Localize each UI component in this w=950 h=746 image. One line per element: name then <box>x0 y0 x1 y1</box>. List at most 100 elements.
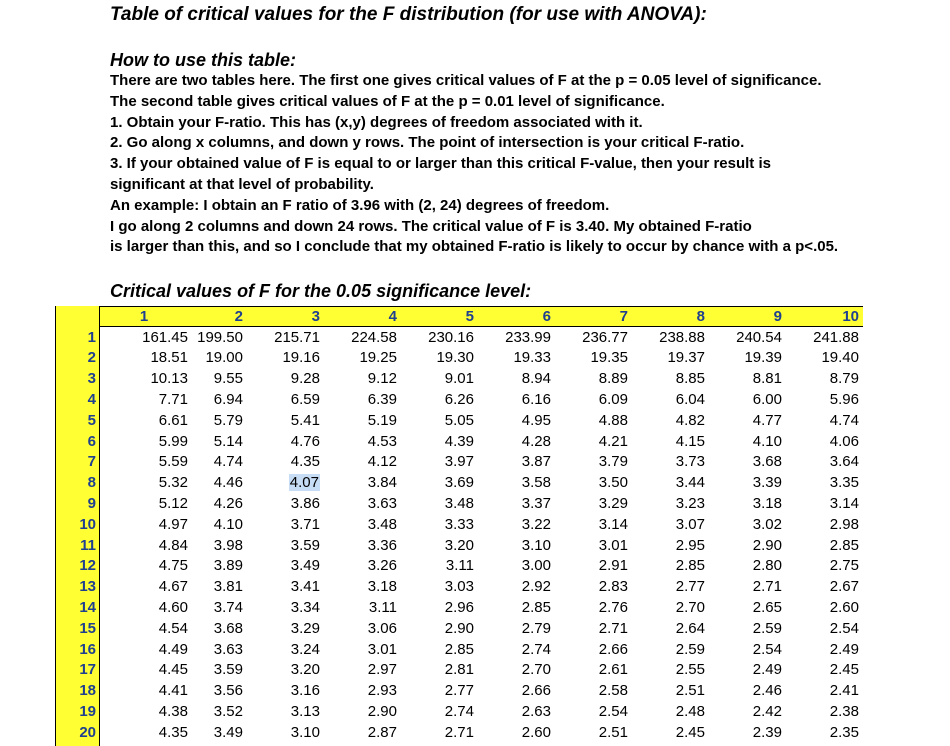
cell-value: 2.54 <box>829 619 859 637</box>
cell-value: 2.91 <box>598 557 628 575</box>
cell-value: 3.36 <box>367 536 397 554</box>
row-header: 11 <box>80 536 96 554</box>
table-cell: 3.11 <box>401 556 478 577</box>
table-cell: 3.73 <box>632 452 709 473</box>
table-cell: 9.12 <box>324 369 401 390</box>
table-cell: 5.19 <box>324 411 401 432</box>
cell-value: 3.18 <box>367 578 397 596</box>
cell-value: 3.26 <box>367 557 397 575</box>
table-cell: 2.71 <box>401 723 478 744</box>
cell-value: 2.39 <box>752 723 782 741</box>
table-cell: 4.54 <box>100 619 192 640</box>
table-cell: 5.79 <box>192 411 247 432</box>
cell-value: 2.49 <box>752 661 782 679</box>
table-cell: 3.20 <box>401 536 478 557</box>
cell-value: 2.74 <box>444 702 474 720</box>
table-cell: 2.49 <box>709 660 786 681</box>
cell-value: 18.51 <box>150 349 188 367</box>
table-cell: 2.92 <box>478 577 555 598</box>
cell-value: 4.84 <box>158 536 188 554</box>
table-cell: 3.39 <box>709 473 786 494</box>
row-header: 19 <box>79 702 96 720</box>
cell-value: 3.69 <box>444 474 474 492</box>
table-cell: 3.81 <box>192 577 247 598</box>
cell-value: 2.71 <box>598 619 628 637</box>
cell-value: 3.64 <box>829 453 859 471</box>
table-cell: 4.67 <box>100 577 192 598</box>
cell-value: 9.28 <box>290 370 320 388</box>
cell-value: 4.45 <box>158 661 188 679</box>
table-cell: 3.02 <box>709 515 786 536</box>
cell-value: 2.75 <box>829 557 859 575</box>
table-cell: 3.00 <box>478 556 555 577</box>
table-cell: 3.20 <box>247 660 324 681</box>
table-cell: 4.53 <box>324 432 401 453</box>
cell-value: 3.87 <box>521 453 551 471</box>
table-cell: 19.39 <box>709 348 786 369</box>
cell-value: 3.49 <box>290 557 320 575</box>
table-cell: 3.23 <box>632 494 709 515</box>
table-cell: 19.25 <box>324 348 401 369</box>
cell-value: 2.66 <box>521 682 551 700</box>
cell-value: 2.64 <box>675 619 705 637</box>
table-cell: 5.12 <box>100 494 192 515</box>
table-cell: 5.99 <box>100 432 192 453</box>
table-cell: 3.97 <box>401 452 478 473</box>
cell-value: 2.93 <box>367 682 397 700</box>
row-header: 20 <box>79 723 96 741</box>
cell-value: 4.54 <box>158 619 188 637</box>
table-cell: 6.59 <box>247 390 324 411</box>
cell-value: 3.39 <box>752 474 782 492</box>
instructions-heading: How to use this table: <box>110 50 297 70</box>
instruction-line: 2. Go along x columns, and down y rows. … <box>110 134 745 152</box>
table-cell: 2.41 <box>786 681 863 702</box>
cell-value: 8.85 <box>675 370 705 388</box>
table-cell: 3.14 <box>555 515 632 536</box>
cell-value: 5.12 <box>158 494 188 512</box>
table-cell: 6.61 <box>100 411 192 432</box>
table-cell: 2.66 <box>555 640 632 661</box>
cell-value: 3.68 <box>752 453 782 471</box>
cell-value: 8.81 <box>752 370 782 388</box>
table-cell: 5.32 <box>100 473 192 494</box>
table-cell: 2.95 <box>632 536 709 557</box>
table-caption: Critical values of F for the 0.05 signif… <box>110 281 532 301</box>
cell-value: 2.65 <box>752 598 782 616</box>
cell-value: 19.39 <box>744 349 782 367</box>
cell-value: 2.51 <box>598 723 628 741</box>
table-cell: 4.35 <box>247 452 324 473</box>
row-header: 17 <box>79 661 96 679</box>
cell-value: 3.58 <box>521 474 551 492</box>
table-cell: 8.79 <box>786 369 863 390</box>
cell-value: 240.54 <box>736 328 782 346</box>
cell-value: 3.14 <box>598 515 628 533</box>
table-cell: 2.54 <box>786 619 863 640</box>
table-cell: 4.21 <box>555 432 632 453</box>
table-cell: 2.54 <box>555 702 632 723</box>
table-cell: 2.85 <box>478 598 555 619</box>
cell-value: 4.21 <box>598 432 628 450</box>
table-cell: 3.87 <box>478 452 555 473</box>
row-label-column <box>55 306 100 746</box>
cell-value: 2.81 <box>444 661 474 679</box>
cell-value: 3.34 <box>290 598 320 616</box>
cell-value: 7.71 <box>158 390 188 408</box>
table-cell: 2.90 <box>401 619 478 640</box>
table-cell: 10.13 <box>100 369 192 390</box>
cell-value: 4.35 <box>290 453 320 471</box>
table-cell: 4.06 <box>786 432 863 453</box>
cell-value: 3.79 <box>598 453 628 471</box>
cell-value: 3.11 <box>445 557 474 575</box>
table-cell: 3.18 <box>709 494 786 515</box>
table-cell: 4.26 <box>192 494 247 515</box>
table-cell: 3.86 <box>247 494 324 515</box>
table-cell: 3.79 <box>555 452 632 473</box>
cell-value: 3.13 <box>290 702 320 720</box>
table-cell: 3.49 <box>247 556 324 577</box>
table-cell: 4.10 <box>192 515 247 536</box>
table-cell: 2.59 <box>632 640 709 661</box>
instruction-line: significant at that level of probability… <box>110 176 374 193</box>
cell-value: 2.85 <box>521 598 551 616</box>
table-cell: 161.45 <box>100 328 192 349</box>
cell-value: 3.50 <box>598 474 628 492</box>
